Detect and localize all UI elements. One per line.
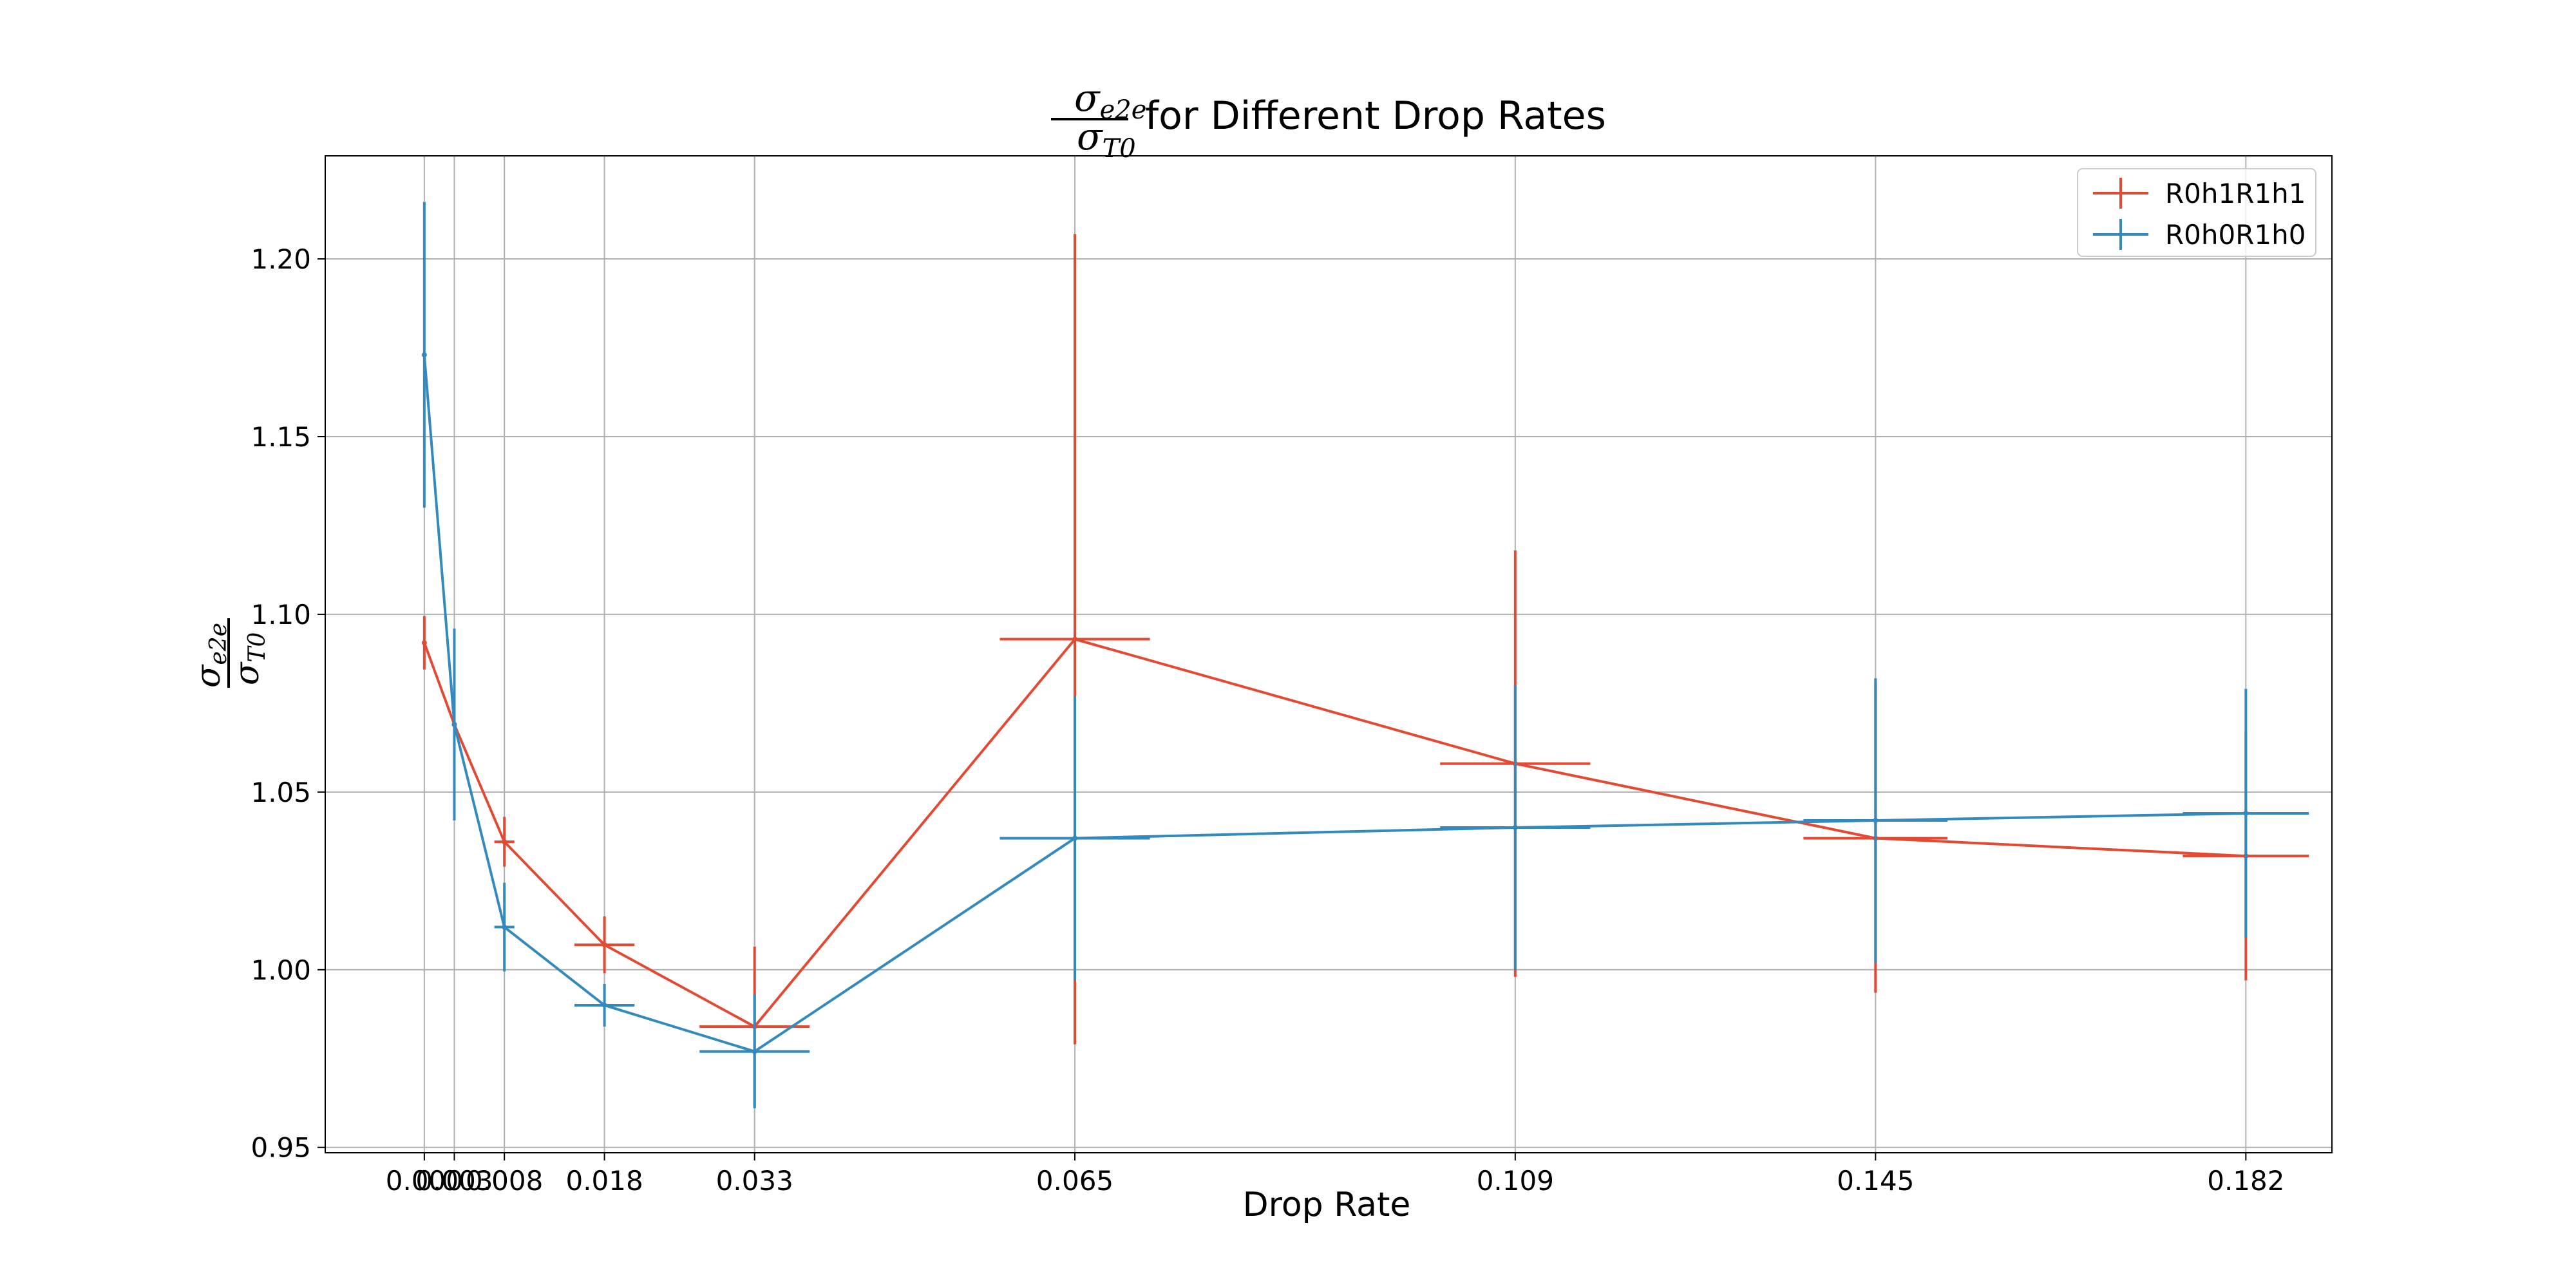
y-tick-label: 1.20 [251, 243, 311, 275]
legend-label: R0h1R1h1 [2165, 178, 2306, 209]
x-tick-label: 0.109 [1477, 1165, 1554, 1197]
data-point [1873, 818, 1879, 823]
data-point [502, 839, 507, 845]
x-tick-label: 0.033 [716, 1165, 793, 1197]
x-axis-label: Drop Rate [1243, 1186, 1411, 1224]
data-point [451, 721, 457, 727]
y-tick-label: 1.05 [251, 777, 311, 808]
x-tick-label: 0.003 [415, 1165, 493, 1197]
y-axis-label: σe2e σT0 [189, 618, 270, 688]
y-tick-label: 1.15 [251, 421, 311, 453]
chart-title: σe2e σT0 for Different Drop Rates [1051, 76, 1606, 164]
x-tick-label: 0.065 [1036, 1165, 1113, 1197]
plot-frame [325, 155, 2333, 1153]
legend-item: R0h1R1h1 [2093, 178, 2306, 209]
data-point [421, 352, 427, 358]
data-point [601, 942, 607, 948]
x-tick-label: 0.182 [2207, 1165, 2284, 1197]
legend-item: R0h0R1h0 [2093, 219, 2306, 251]
data-point [421, 640, 427, 646]
data-point [1072, 636, 1078, 642]
grid [325, 156, 2332, 1153]
y-tick-label: 0.95 [251, 1132, 311, 1164]
data-point [502, 924, 507, 930]
series-R0h0R1h0 [421, 202, 2309, 1109]
x-tick-label: 0.008 [466, 1165, 543, 1197]
legend: R0h1R1h1 R0h0R1h0 [2077, 168, 2316, 257]
title-text: for Different Drop Rates [1145, 93, 1606, 138]
data-point [1072, 835, 1078, 841]
series-layer [421, 202, 2309, 1109]
y-tick-label: 1.00 [251, 954, 311, 986]
x-tick-label: 0.145 [1837, 1165, 1914, 1197]
data-point [1512, 825, 1518, 831]
legend-label: R0h0R1h0 [2165, 219, 2306, 251]
data-point [752, 1048, 757, 1054]
title-denominator: σT0 [1077, 115, 1136, 164]
y-tick-label: 1.10 [251, 599, 311, 630]
data-point [2243, 810, 2249, 816]
x-tick-label: 0.018 [565, 1165, 643, 1197]
data-point [601, 1002, 607, 1008]
x-tick-label: 0.000 [386, 1165, 463, 1197]
ylabel-denominator: σT0 [228, 632, 270, 685]
